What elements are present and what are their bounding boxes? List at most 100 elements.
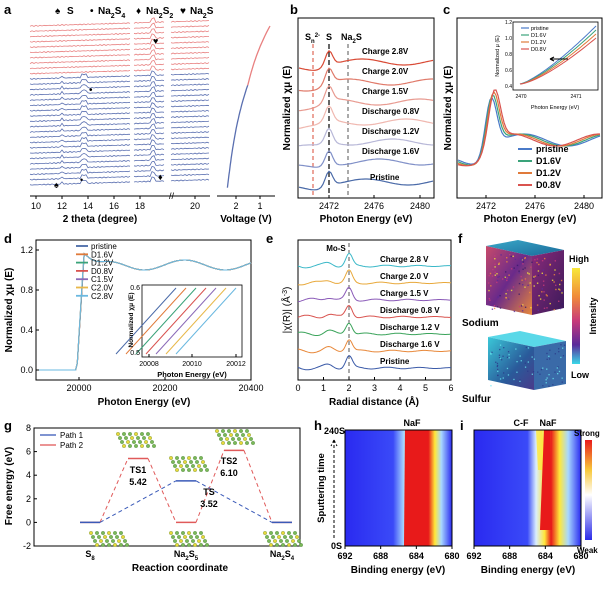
peak-label-cf: C-F (514, 418, 529, 428)
atom (243, 437, 247, 441)
series-label: Discharge 1.2V (362, 127, 420, 136)
texture-speck (524, 306, 527, 308)
panel-e-series-labels: Charge 2.8 V Charge 2.0 V Charge 1.5 V Disc… (380, 255, 440, 366)
atom (171, 460, 175, 464)
molecular-structures (89, 429, 303, 547)
x-tick-label: 20400 (238, 383, 263, 393)
texture-speck (563, 344, 566, 346)
texture-speck (522, 268, 524, 270)
atom (279, 539, 283, 543)
panel-d-inset-x-ticks: 20008 20010 20012 (139, 354, 246, 368)
texture-speck (530, 307, 532, 309)
atom (201, 535, 205, 539)
texture-speck (546, 377, 548, 379)
atom (221, 429, 225, 433)
panel-letter-d: d (4, 231, 12, 246)
atom (187, 531, 191, 535)
texture-speck (522, 263, 524, 265)
texture-speck (524, 257, 526, 260)
atom (287, 543, 291, 547)
texture-speck (554, 269, 556, 271)
atom (181, 543, 185, 547)
texture-speck (502, 377, 504, 379)
atom (205, 543, 209, 547)
texture-speck (537, 309, 539, 312)
atom (287, 531, 291, 535)
colorbar-title: Intensity (588, 297, 598, 334)
atom (197, 539, 201, 543)
ts-name: TS (203, 487, 215, 497)
xrd-curve (29, 174, 131, 181)
texture-speck (554, 371, 556, 373)
texture-speck (532, 277, 534, 279)
path2-segment (99, 458, 129, 523)
texture-speck (561, 290, 563, 293)
panel-d-ylabel: Normalized χμ (E) (4, 268, 15, 353)
texture-speck (499, 295, 501, 297)
atom (119, 531, 123, 535)
texture-speck (497, 368, 499, 371)
xrd-curve (29, 163, 131, 170)
panel-g-y-ticks: -2 0 2 4 6 8 (23, 423, 37, 551)
texture-speck (499, 378, 502, 380)
texture-speck (490, 352, 492, 354)
texture-speck (541, 272, 543, 274)
xrd-curve (170, 30, 210, 34)
peak-label-na2s: Na2S (341, 32, 362, 45)
atom (116, 432, 120, 436)
x-tick-label: 2472 (319, 201, 339, 211)
xrd-curve (170, 72, 210, 76)
xrd-curve (29, 27, 131, 33)
atom (201, 460, 205, 464)
legend-marker-s: ♠ (55, 6, 61, 17)
xrd-curve (133, 155, 164, 162)
texture-speck (497, 374, 499, 376)
texture-speck (496, 279, 499, 282)
atom (269, 543, 273, 547)
path2-segment (195, 450, 225, 523)
texture-speck (490, 353, 492, 355)
texture-speck (494, 266, 496, 268)
xrd-curve (170, 168, 210, 172)
atom (113, 543, 117, 547)
texture-speck (493, 307, 496, 310)
atom (219, 437, 223, 441)
xrd-curve (170, 136, 210, 140)
texture-speck (522, 261, 525, 263)
panel-letter-a: a (4, 2, 12, 17)
xrd-curve (170, 67, 210, 71)
texture-speck (496, 306, 499, 308)
texture-speck (502, 355, 504, 357)
atom (177, 535, 181, 539)
atom (203, 539, 207, 543)
xrd-curve (29, 48, 131, 54)
xanes-curve (298, 105, 434, 129)
atom (105, 539, 109, 543)
voltage-discharge-curve (226, 85, 249, 188)
texture-speck (505, 296, 507, 299)
atom (285, 539, 289, 543)
atom (175, 456, 179, 460)
atom (273, 539, 277, 543)
texture-speck (539, 373, 541, 375)
texture-speck (536, 258, 539, 260)
atom (175, 468, 179, 472)
atom (181, 456, 185, 460)
atom (297, 539, 301, 543)
texture-speck (503, 372, 505, 374)
x-tick-label: 20200 (152, 383, 177, 393)
texture-speck (518, 272, 520, 274)
colorbar-strong: Strong (574, 429, 600, 438)
panel-letter-c: c (443, 2, 450, 17)
texture-speck (541, 288, 543, 290)
atom (169, 531, 173, 535)
atom (126, 440, 130, 444)
x-tick-label: 680 (573, 551, 588, 561)
xrd-curve (29, 94, 131, 101)
texture-speck (536, 304, 539, 306)
atom (241, 433, 245, 437)
ts1-name: TS1 (130, 465, 147, 475)
legend-label: C2.0V (91, 284, 114, 293)
texture-speck (524, 362, 526, 364)
xrd-curve (170, 56, 210, 60)
